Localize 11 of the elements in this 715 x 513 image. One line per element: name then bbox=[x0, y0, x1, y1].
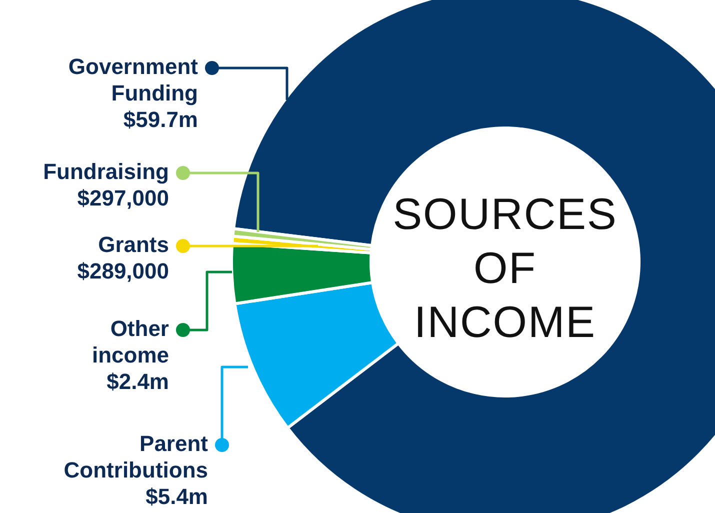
legend-label: Grants bbox=[98, 232, 169, 258]
legend-label: Fundraising bbox=[43, 159, 169, 184]
legend-label: Other income bbox=[92, 316, 170, 368]
data-label: $297,000 bbox=[77, 186, 169, 211]
text: SOURCES OF INCOME bbox=[392, 189, 618, 349]
data-label: $59.7m bbox=[123, 107, 198, 132]
legend-label: Parent Contributions bbox=[64, 431, 209, 483]
legend-label: Government Funding bbox=[68, 54, 199, 106]
data-label: $5.4m bbox=[146, 484, 208, 510]
data-label: $289,000 bbox=[77, 258, 169, 284]
data-label: $2.4m bbox=[106, 369, 169, 394]
